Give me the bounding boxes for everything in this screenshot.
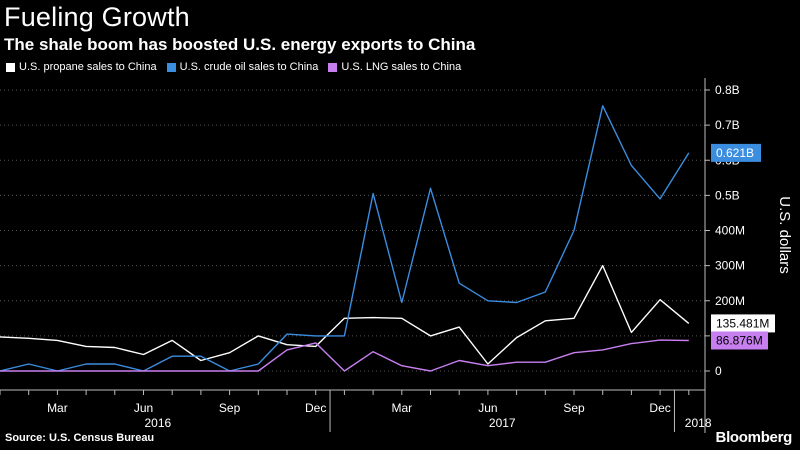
legend-swatch-lng — [328, 62, 338, 72]
legend-label-crude: U.S. crude oil sales to China — [179, 61, 319, 73]
x-tick-label: Jun — [134, 401, 153, 415]
legend-item-crude: U.S. crude oil sales to China — [166, 61, 319, 73]
y-tick-label: 0.8B — [715, 83, 740, 97]
legend: U.S. propane sales to China U.S. crude o… — [6, 61, 471, 73]
grid-layer — [0, 89, 705, 372]
x-tick-label: Mar — [47, 401, 68, 415]
series-line-crude — [0, 105, 690, 372]
source-note: Source: U.S. Census Bureau — [5, 432, 155, 444]
bloomberg-logo: Bloomberg — [715, 429, 793, 446]
series-line-propane — [0, 264, 690, 365]
chart-subtitle: The shale boom has boosted U.S. energy e… — [4, 35, 476, 54]
year-label: 2016 — [144, 416, 171, 430]
x-tick-label: Dec — [649, 401, 670, 415]
chart-title: Fueling Growth — [4, 2, 190, 32]
series-line-lng — [0, 339, 689, 372]
y-tick-label: 400M — [715, 224, 745, 238]
year-label: 2017 — [489, 416, 516, 430]
x-tick-label: Sep — [219, 401, 241, 415]
x-tick-label: Jun — [478, 401, 497, 415]
y-tick-label: 200M — [715, 294, 745, 308]
y-tick-label: 0 — [715, 364, 722, 378]
last-value-badge-lng — [711, 331, 768, 350]
last-value-badge-crude — [711, 143, 761, 162]
x-tick-label: Sep — [563, 401, 585, 415]
legend-label-propane: U.S. propane sales to China — [19, 61, 157, 73]
last-value-badge-propane — [711, 314, 775, 333]
y-tick-label: 0.5B — [715, 188, 740, 202]
x-tick-label: Dec — [305, 401, 326, 415]
last-value-label-crude: 0.621B — [716, 146, 754, 160]
y-axis-label: U.S. dollars — [776, 196, 793, 274]
last-value-label-propane: 135.481M — [716, 316, 769, 330]
legend-item-propane: U.S. propane sales to China — [6, 61, 157, 73]
year-label: 2018 — [685, 416, 712, 430]
legend-swatch-propane — [6, 62, 15, 72]
x-tick-label: Mar — [391, 401, 412, 415]
last-value-label-lng: 86.876M — [716, 333, 763, 347]
legend-swatch-crude — [166, 62, 176, 72]
series-layer — [0, 105, 690, 372]
legend-item-lng: U.S. LNG sales to China — [328, 61, 461, 73]
legend-label-lng: U.S. LNG sales to China — [341, 61, 462, 73]
y-tick-label: 0.7B — [715, 118, 740, 132]
y-tick-label: 300M — [715, 259, 745, 273]
axis-layer: 0200M300M400M0.5B0.6B0.7B0.8BMarJunSepDe… — [0, 78, 745, 433]
callout-layer: 135.481M 0.621B 86.876M — [711, 143, 775, 350]
